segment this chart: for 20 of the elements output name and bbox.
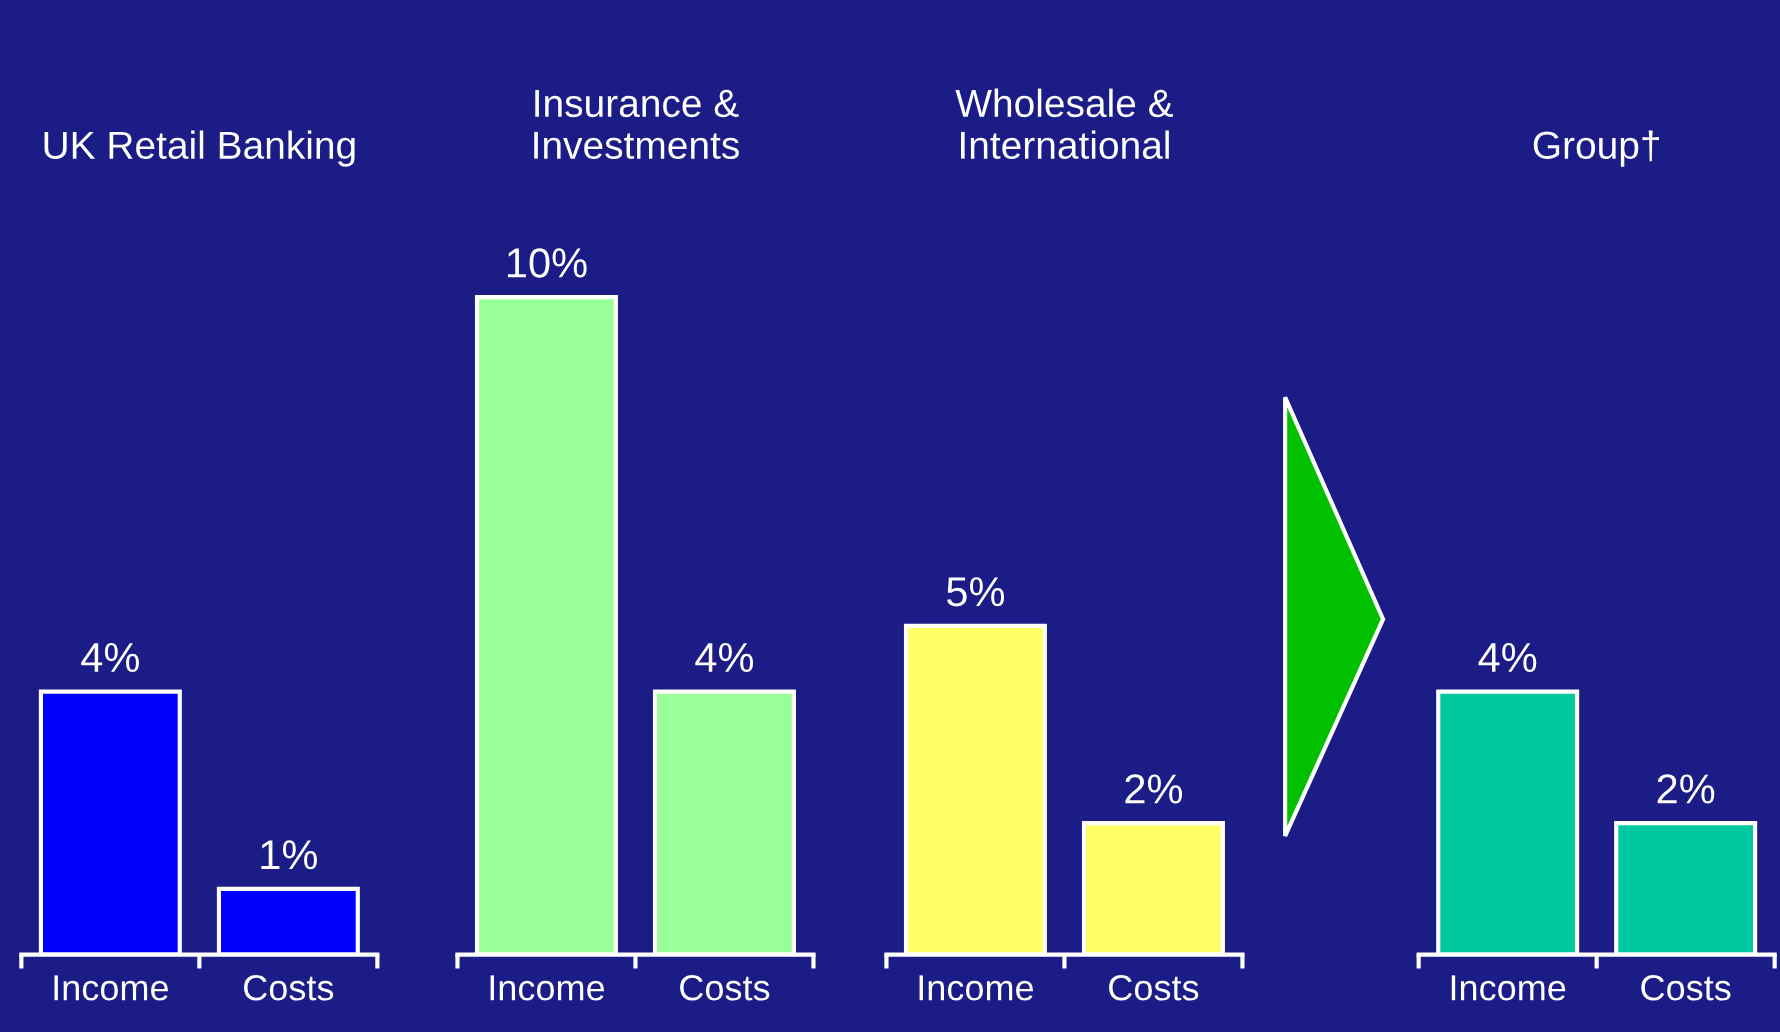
data-label: 4% xyxy=(695,642,754,673)
chart-title: UK Retail Banking xyxy=(44,130,355,167)
chart-title: Group† xyxy=(1533,130,1659,167)
data-label: 2% xyxy=(1657,774,1715,804)
x-tick-label: Costs xyxy=(680,975,770,1001)
data-label: 10% xyxy=(507,248,587,278)
data-label: 4% xyxy=(1478,642,1537,673)
x-tick-label: Costs xyxy=(244,975,334,1001)
chart-title: Insurance & Investments xyxy=(534,89,739,160)
x-tick-label: Income xyxy=(1451,975,1566,1001)
x-tick-label: Costs xyxy=(1109,975,1199,1001)
x-tick-label: Costs xyxy=(1641,975,1731,1001)
data-label: 5% xyxy=(947,577,1005,607)
data-label: 2% xyxy=(1125,774,1183,804)
data-label: 1% xyxy=(261,840,317,870)
data-label: 4% xyxy=(81,642,139,673)
x-tick-label: Income xyxy=(919,975,1034,1001)
chart-title: Wholesale & International xyxy=(955,88,1173,160)
x-tick-label: Income xyxy=(490,975,605,1001)
x-tick-label: Income xyxy=(54,975,168,1001)
